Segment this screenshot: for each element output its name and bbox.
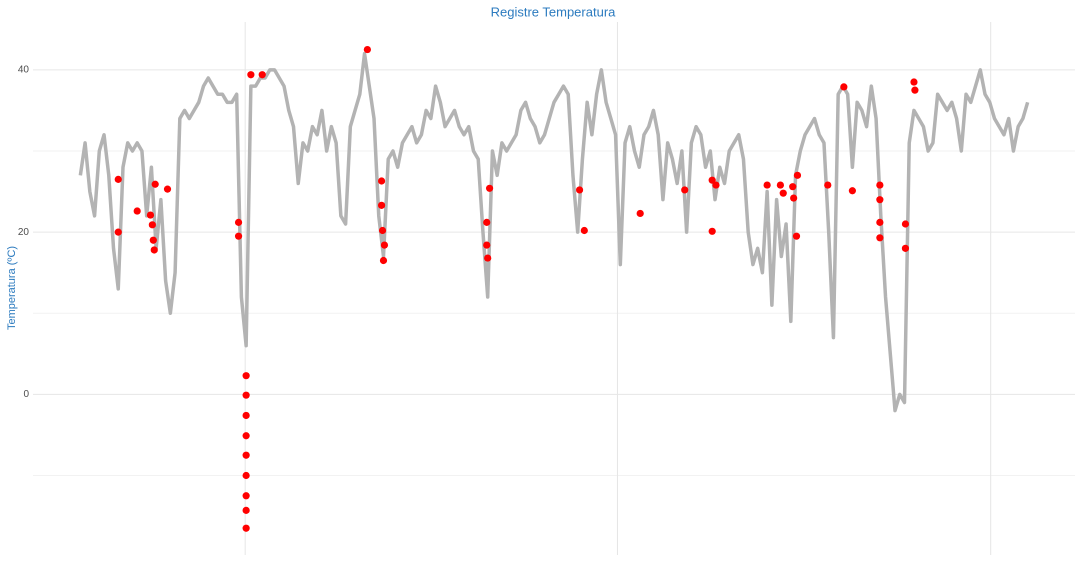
y-axis-label: Temperatura (ºC) [6,246,18,330]
outlier-point [793,171,802,179]
outlier-point [790,194,798,202]
outlier-point [242,411,250,420]
outlier-point [242,432,250,440]
outlier-point [234,218,243,226]
outlier-point [876,218,884,226]
outlier-point [708,176,716,184]
outlier-point [708,227,716,235]
outlier-point [379,256,388,265]
outlier-point [146,211,155,219]
outlier-point [114,228,122,236]
outlier-point [242,506,250,514]
outlier-point [848,187,856,195]
outlier-point [636,209,644,218]
outlier-point [380,241,389,249]
outlier-point [792,232,801,240]
outlier-point [876,181,884,189]
outlier-point [712,181,720,189]
outlier-point [575,186,584,194]
outlier-point [763,181,771,189]
outlier-point [840,83,848,91]
outlier-point [876,196,884,204]
outlier-point [242,451,250,459]
outlier-point [485,184,494,192]
outlier-point [242,372,250,380]
y-tick-label: 0 [23,389,29,400]
outlier-point [876,234,884,242]
outlier-point [776,181,784,189]
outlier-point [483,218,491,226]
outlier-point [824,181,832,189]
series-line [78,51,1030,413]
outlier-point [242,391,250,399]
outlier-point [242,524,250,532]
outlier-point [149,236,157,244]
outlier-point [483,241,491,249]
outlier-point [779,189,787,197]
outlier-point [133,207,141,215]
outlier-point [242,492,250,500]
outlier-point [151,180,159,188]
y-tick-label: 40 [18,65,30,76]
chart-title: Registre Temperatura [491,4,617,19]
outlier-point [150,246,158,254]
outlier-point [901,220,910,228]
outlier-point [114,175,122,183]
outlier-point [242,471,250,480]
outlier-point [910,78,918,86]
outlier-point [377,201,386,209]
outlier-point [901,244,910,252]
outlier-point [377,177,386,185]
outlier-point [378,226,387,235]
outlier-point [247,71,255,79]
outlier-point [148,221,156,229]
y-tick-label: 20 [18,227,30,238]
outlier-point [911,86,919,94]
outlier-point [363,45,371,54]
outlier-point [580,226,588,235]
outlier-point [234,232,243,240]
outlier-point [163,185,172,193]
outlier-point [789,183,797,191]
outlier-point [681,186,689,194]
outlier-point [258,71,266,79]
outlier-point [484,254,492,262]
